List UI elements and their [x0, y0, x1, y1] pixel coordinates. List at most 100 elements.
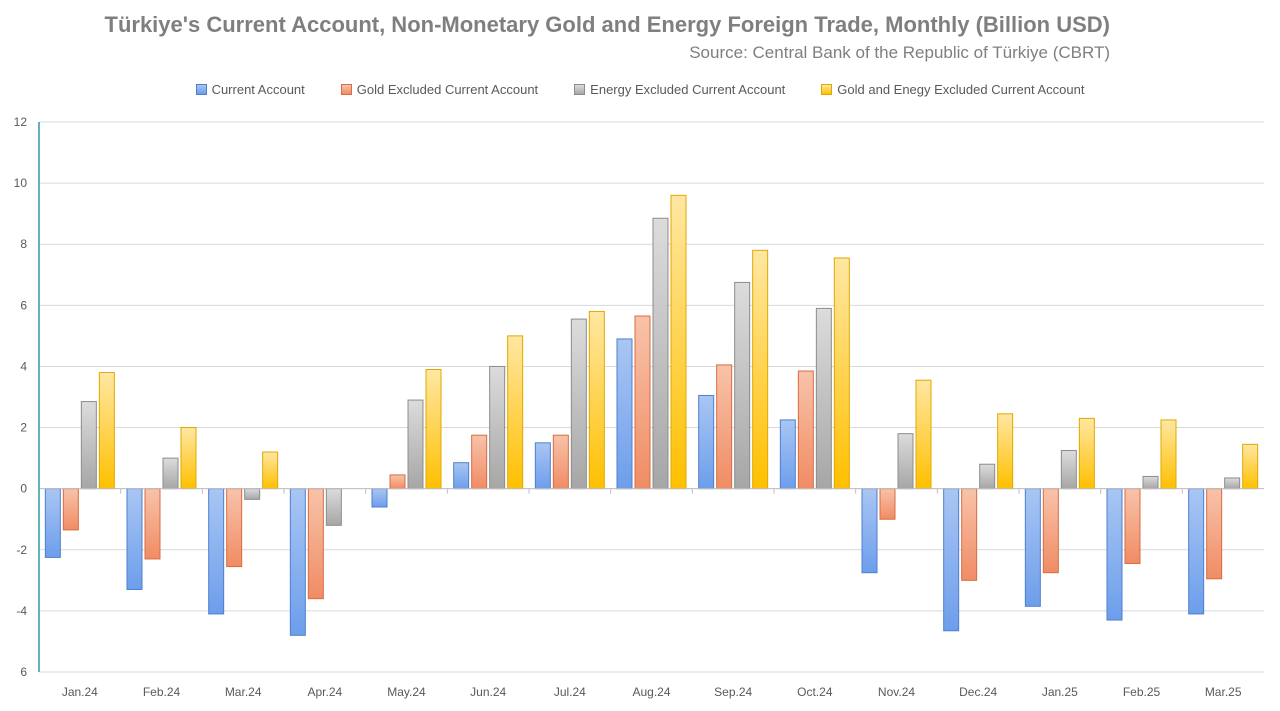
legend-swatch-gold-energy-excluded — [821, 84, 833, 95]
bar-current-account-may-24 — [371, 488, 388, 508]
bar-gold-excluded-current-account-dec-24 — [961, 488, 978, 581]
bar-energy-excluded-current-account-oct-24 — [815, 307, 832, 490]
legend-swatch-gold-excluded — [340, 84, 352, 95]
bar-energy-excluded-current-account-nov-24 — [897, 433, 914, 490]
x-tick-label-dec-24: Dec.24 — [959, 685, 997, 699]
bar-energy-excluded-current-account-mar-25 — [1224, 477, 1241, 490]
bar-gold-and-enegy-excluded-current-account-aug-24 — [670, 194, 687, 490]
bar-current-account-feb-24 — [126, 488, 143, 590]
bar-gold-and-enegy-excluded-current-account-jul-24 — [588, 310, 605, 490]
bar-gold-and-enegy-excluded-current-account-feb-24 — [180, 427, 197, 490]
bar-gold-excluded-current-account-sep-24 — [716, 364, 733, 490]
legend: Current Account Gold Excluded Current Ac… — [0, 82, 1280, 97]
x-tick-label-jan-24: Jan.24 — [62, 685, 98, 699]
x-tick-label-sep-24: Sep.24 — [714, 685, 752, 699]
bar-current-account-apr-24 — [289, 488, 306, 636]
bar-gold-excluded-current-account-feb-25 — [1124, 488, 1141, 565]
bar-gold-excluded-current-account-feb-24 — [144, 488, 161, 560]
bar-current-account-jun-24 — [453, 462, 470, 490]
y-tick-label-3: 6 — [20, 298, 27, 312]
legend-swatch-energy-excluded — [574, 84, 586, 95]
bar-energy-excluded-current-account-feb-24 — [162, 457, 179, 490]
bar-current-account-aug-24 — [616, 338, 633, 490]
legend-swatch-current-account — [195, 84, 207, 95]
y-tick-label-8: -4 — [16, 604, 27, 618]
y-tick-label-0: 12 — [14, 115, 28, 129]
bar-energy-excluded-current-account-may-24 — [407, 399, 424, 490]
bar-current-account-jan-25 — [1024, 488, 1041, 607]
bar-gold-excluded-current-account-jun-24 — [471, 434, 488, 490]
legend-item-current-account: Current Account — [195, 82, 305, 97]
y-tick-label-2: 8 — [20, 237, 27, 251]
bar-gold-and-enegy-excluded-current-account-jan-25 — [1078, 417, 1095, 490]
x-tick-label-jul-24: Jul.24 — [554, 685, 586, 699]
bar-current-account-oct-24 — [779, 419, 796, 490]
bar-energy-excluded-current-account-jun-24 — [489, 365, 506, 490]
chart-subtitle: Source: Central Bank of the Republic of … — [689, 43, 1110, 62]
bar-gold-excluded-current-account-apr-24 — [307, 488, 324, 600]
bar-energy-excluded-current-account-jan-25 — [1060, 449, 1077, 490]
bar-gold-excluded-current-account-aug-24 — [634, 315, 651, 490]
x-tick-label-jun-24: Jun.24 — [470, 685, 506, 699]
bar-gold-and-enegy-excluded-current-account-oct-24 — [833, 257, 850, 490]
legend-item-gold-energy-excluded: Gold and Enegy Excluded Current Account — [821, 82, 1084, 97]
x-tick-label-feb-25: Feb.25 — [1123, 685, 1161, 699]
bar-energy-excluded-current-account-dec-24 — [979, 463, 996, 490]
x-tick-label-oct-24: Oct.24 — [797, 685, 833, 699]
bar-gold-and-enegy-excluded-current-account-mar-24 — [262, 451, 279, 490]
y-tick-label-4: 4 — [20, 359, 27, 373]
legend-label-current-account: Current Account — [211, 82, 305, 97]
bar-energy-excluded-current-account-jan-24 — [80, 401, 97, 490]
y-tick-label-5: 2 — [20, 421, 27, 435]
bar-gold-and-enegy-excluded-current-account-dec-24 — [997, 413, 1014, 490]
y-tick-label-7: -2 — [16, 543, 27, 557]
legend-item-gold-excluded: Gold Excluded Current Account — [340, 82, 538, 97]
bar-energy-excluded-current-account-aug-24 — [652, 217, 669, 490]
bar-gold-and-enegy-excluded-current-account-feb-25 — [1160, 419, 1177, 490]
x-tick-label-feb-24: Feb.24 — [143, 685, 181, 699]
bar-gold-excluded-current-account-jan-24 — [62, 488, 79, 531]
bar-current-account-mar-25 — [1188, 488, 1205, 615]
bar-gold-and-enegy-excluded-current-account-sep-24 — [752, 249, 769, 490]
legend-label-energy-excluded: Energy Excluded Current Account — [590, 82, 786, 97]
bar-current-account-sep-24 — [698, 394, 715, 490]
bars — [44, 194, 1259, 636]
bar-gold-and-enegy-excluded-current-account-jan-24 — [98, 372, 115, 490]
bar-energy-excluded-current-account-sep-24 — [734, 281, 751, 490]
bar-current-account-jan-24 — [44, 488, 61, 558]
bar-energy-excluded-current-account-apr-24 — [325, 488, 342, 526]
bar-gold-excluded-current-account-may-24 — [389, 474, 406, 490]
x-tick-label-mar-25: Mar.25 — [1205, 685, 1242, 699]
legend-label-gold-energy-excluded: Gold and Enegy Excluded Current Account — [837, 82, 1085, 97]
bar-gold-and-enegy-excluded-current-account-mar-25 — [1242, 443, 1259, 490]
bar-current-account-feb-25 — [1106, 488, 1123, 621]
tick-labels: 12 10 8 6 4 2 0 -2 -4 6 Jan.24 Feb.24 Mar.24 Apr.24 Ma… — [14, 115, 1242, 699]
bar-current-account-jul-24 — [534, 442, 551, 490]
bar-gold-excluded-current-account-mar-24 — [226, 488, 243, 568]
bar-current-account-nov-24 — [861, 488, 878, 574]
axes — [38, 122, 1264, 672]
bar-energy-excluded-current-account-mar-24 — [244, 488, 261, 500]
x-tick-label-apr-24: Apr.24 — [307, 685, 342, 699]
bar-gold-excluded-current-account-jan-25 — [1042, 488, 1059, 574]
bar-energy-excluded-current-account-jul-24 — [570, 318, 587, 490]
bar-gold-and-enegy-excluded-current-account-may-24 — [425, 369, 442, 490]
bar-gold-excluded-current-account-nov-24 — [879, 488, 896, 520]
bar-gold-and-enegy-excluded-current-account-jun-24 — [507, 335, 524, 490]
y-tick-label-9: 6 — [20, 665, 27, 679]
legend-item-energy-excluded: Energy Excluded Current Account — [574, 82, 785, 97]
y-tick-label-1: 10 — [14, 176, 28, 190]
y-tick-label-6: 0 — [20, 482, 27, 496]
bar-gold-excluded-current-account-oct-24 — [797, 370, 814, 490]
x-tick-label-aug-24: Aug.24 — [632, 685, 670, 699]
bar-gold-and-enegy-excluded-current-account-nov-24 — [915, 379, 932, 490]
x-tick-label-may-24: May.24 — [387, 685, 426, 699]
bar-gold-excluded-current-account-jul-24 — [552, 434, 569, 490]
x-tick-label-jan-25: Jan.25 — [1042, 685, 1078, 699]
chart-title: Türkiye's Current Account, Non-Monetary … — [104, 12, 1111, 37]
bar-current-account-mar-24 — [208, 488, 225, 615]
bar-energy-excluded-current-account-feb-25 — [1142, 475, 1159, 490]
bar-current-account-dec-24 — [943, 488, 960, 632]
bar-gold-excluded-current-account-mar-25 — [1206, 488, 1223, 580]
